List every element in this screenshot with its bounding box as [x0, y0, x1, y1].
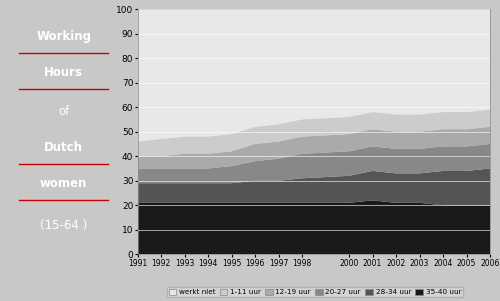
Text: women: women: [40, 177, 88, 190]
Text: Dutch: Dutch: [44, 141, 83, 154]
Text: Working: Working: [36, 29, 91, 43]
Text: of: of: [58, 105, 70, 118]
Legend: werkt niet, 1-11 uur, 12-19 uur, 20-27 uur, 28-34 uur, 35-40 uur: werkt niet, 1-11 uur, 12-19 uur, 20-27 u…: [166, 287, 464, 297]
Text: (15-64 ): (15-64 ): [40, 219, 88, 232]
Text: Hours: Hours: [44, 66, 83, 79]
